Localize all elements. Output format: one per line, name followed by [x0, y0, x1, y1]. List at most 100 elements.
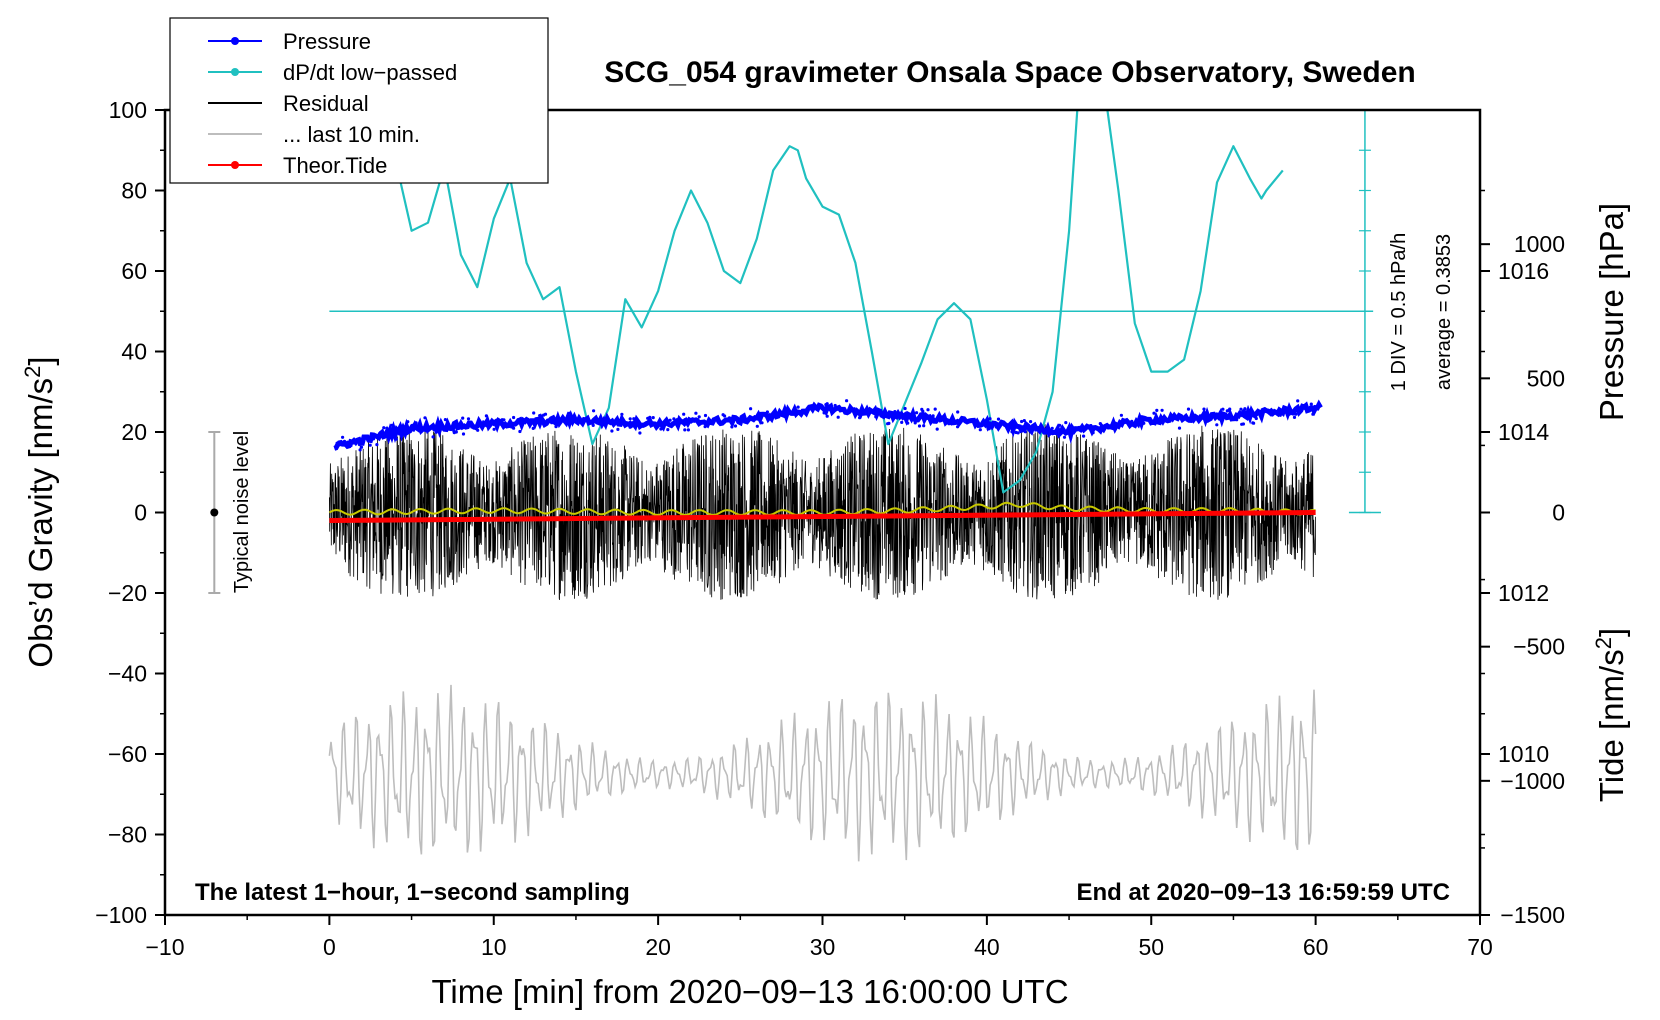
- pressure-point: [1089, 424, 1093, 428]
- legend-label: ... last 10 min.: [283, 122, 420, 147]
- y-axis-label-tide: Tide [nm/s2]: [1591, 628, 1630, 802]
- legend-box: [169, 17, 549, 184]
- pressure-point: [1225, 409, 1229, 413]
- pressure-point: [1215, 423, 1219, 427]
- pressure-point: [1050, 426, 1054, 430]
- pressure-point: [437, 430, 441, 434]
- pressure-point: [1202, 407, 1206, 411]
- pressure-point: [431, 435, 435, 439]
- pressure-point: [1067, 430, 1071, 434]
- x-tick-label: 10: [481, 934, 507, 960]
- series-pressure-line: [333, 399, 1323, 451]
- pressure-point: [1247, 410, 1252, 414]
- pressure-point: [349, 443, 353, 448]
- pressure-point: [500, 418, 504, 422]
- pressure-point: [1269, 413, 1273, 417]
- y-tick-label: 60: [121, 258, 147, 284]
- pressure-point: [987, 427, 991, 431]
- y-tick-label: −20: [108, 580, 147, 606]
- pressure-point: [1020, 419, 1024, 424]
- pressure-point: [593, 417, 597, 421]
- pressure-point: [731, 420, 735, 424]
- pressure-point: [983, 421, 987, 425]
- pressure-point: [511, 426, 516, 430]
- pressure-point: [394, 437, 398, 441]
- pressure-point: [382, 426, 386, 430]
- x-tick-label: 50: [1138, 934, 1164, 960]
- pressure-point: [780, 413, 784, 417]
- pressure-point: [480, 426, 484, 430]
- pressure-point: [874, 415, 878, 419]
- x-tick-label: 70: [1467, 934, 1493, 960]
- pressure-point: [825, 414, 829, 418]
- pressure-point: [1128, 420, 1132, 424]
- pressure-point: [542, 413, 546, 417]
- annotation-end-time: End at 2020−09−13 16:59:59 UTC: [1076, 879, 1450, 906]
- pressure-point: [824, 403, 828, 407]
- x-tick-label: 30: [810, 934, 836, 960]
- pressure-point: [716, 418, 720, 423]
- x-axis-label: Time [min] from 2020−09−13 16:00:00 UTC: [431, 973, 1068, 1010]
- legend-marker: [231, 37, 239, 45]
- pressure-point: [947, 422, 951, 426]
- pressure-point: [371, 437, 376, 441]
- pressure-point: [461, 432, 466, 436]
- noise-bar-center: [210, 508, 219, 517]
- pressure-point: [703, 425, 707, 429]
- pressure-point: [703, 413, 708, 418]
- pressure-point: [773, 414, 777, 418]
- pressure-point: [1278, 413, 1282, 417]
- pressure-point: [511, 415, 516, 420]
- tide-tick-label: 500: [1527, 365, 1565, 391]
- y-axis-label-gravity-text: Obs’d Gravity [nm/s: [22, 378, 59, 668]
- dpdt-scale-label: 1 DIV = 0.5 hPa/h: [1388, 233, 1410, 391]
- pressure-point: [1239, 407, 1243, 411]
- y-tick-label: 20: [121, 419, 147, 445]
- y-axis-label-tide-text: Tide [nm/s: [1593, 649, 1630, 802]
- y-tick-label: 80: [121, 178, 147, 204]
- pressure-point: [833, 403, 837, 408]
- pressure-point: [358, 448, 362, 452]
- tide-tick-label: −1500: [1500, 902, 1565, 928]
- pressure-point: [683, 418, 687, 422]
- y-axis-label-gravity-sup: 2: [20, 366, 45, 378]
- tide-tick-label: 1000: [1514, 231, 1565, 257]
- pressure-point: [822, 411, 826, 415]
- pressure-point: [628, 417, 632, 421]
- pressure-point: [733, 424, 738, 428]
- pressure-point: [660, 424, 665, 429]
- pressure-point: [341, 435, 345, 439]
- pressure-point: [575, 421, 579, 425]
- pressure-point: [1291, 412, 1295, 416]
- pressure-point: [1160, 408, 1164, 412]
- pressure-point: [1287, 412, 1291, 416]
- y-tick-label: 100: [109, 97, 147, 123]
- pressure-point: [933, 420, 937, 424]
- pressure-point: [554, 425, 558, 429]
- pressure-point: [591, 423, 595, 427]
- y-tick-label: −80: [108, 822, 147, 848]
- pressure-tick-label: 1016: [1498, 258, 1549, 284]
- pressure-point: [461, 416, 465, 420]
- pressure-point: [956, 425, 960, 429]
- pressure-point: [552, 416, 556, 420]
- pressure-point: [1060, 426, 1064, 430]
- pressure-point: [749, 407, 753, 411]
- pressure-point: [390, 423, 394, 427]
- pressure-point: [375, 443, 379, 447]
- pressure-point: [501, 425, 505, 429]
- pressure-point: [759, 416, 763, 420]
- pressure-point: [470, 425, 474, 429]
- pressure-point: [1029, 420, 1033, 424]
- pressure-point: [414, 421, 418, 425]
- pressure-tick-label: 1012: [1498, 580, 1549, 606]
- pressure-point: [567, 411, 572, 415]
- pressure-point: [638, 431, 642, 435]
- pressure-point: [858, 411, 862, 415]
- pressure-point: [434, 430, 438, 434]
- y-axis-label-gravity: Obs’d Gravity [nm/s2]: [20, 356, 59, 667]
- plot-series-layer: [208, 109, 1381, 862]
- pressure-point: [345, 440, 350, 444]
- pressure-point: [764, 414, 768, 418]
- pressure-point: [406, 420, 410, 424]
